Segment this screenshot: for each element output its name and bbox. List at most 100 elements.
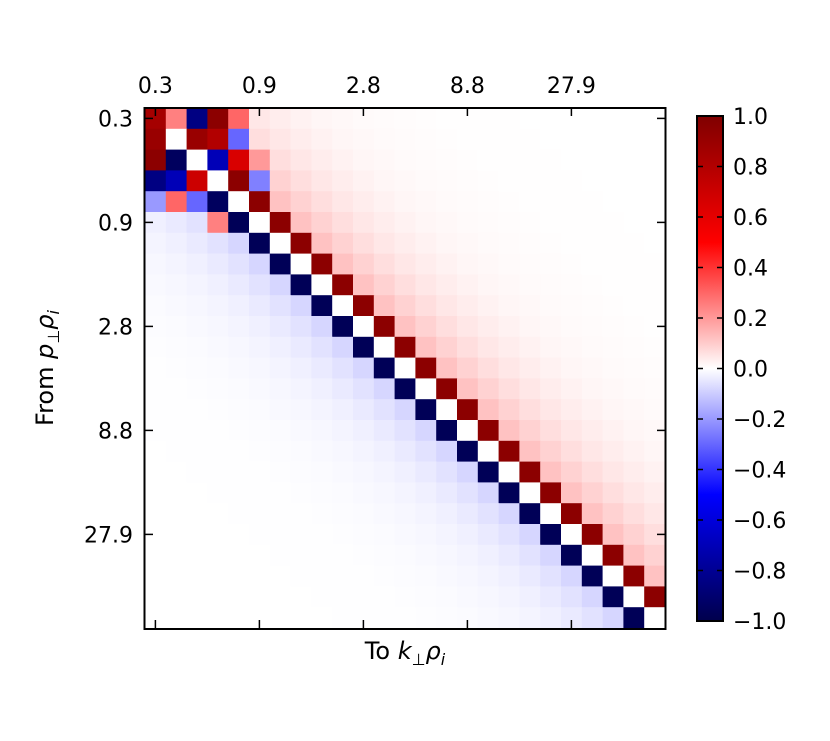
- heatmap-cell: [581, 586, 604, 608]
- heatmap-cell: [290, 232, 312, 255]
- heatmap-cell: [332, 399, 354, 421]
- heatmap-cell: [644, 108, 666, 130]
- heatmap-cell: [228, 149, 250, 171]
- heatmap-cell: [457, 524, 479, 546]
- heatmap-cell: [561, 524, 583, 546]
- heatmap-cell: [540, 253, 562, 275]
- heatmap-cell: [165, 378, 188, 400]
- heatmap-cell: [186, 232, 208, 255]
- heatmap-cell: [581, 191, 604, 213]
- heatmap-cell: [498, 274, 520, 296]
- heatmap-cell: [290, 461, 312, 483]
- heatmap-cell: [269, 170, 292, 192]
- heatmap-cell: [436, 544, 458, 567]
- heatmap-cell: [415, 316, 437, 338]
- heatmap-cell: [498, 295, 520, 317]
- heatmap-cell: [394, 295, 416, 317]
- heatmap-cell: [249, 565, 271, 587]
- heatmap-cell: [332, 607, 354, 629]
- heatmap-cell: [290, 191, 312, 213]
- heatmap-cell: [394, 607, 416, 629]
- heatmap-cell: [561, 607, 583, 629]
- heatmap-cell: [311, 440, 333, 463]
- heatmap-cell: [353, 399, 375, 421]
- heatmap-cell: [581, 503, 604, 525]
- heatmap-cell: [498, 336, 520, 359]
- heatmap-cell: [415, 274, 437, 296]
- heatmap-cell: [290, 440, 312, 463]
- heatmap-cell: [540, 420, 562, 442]
- heatmap-cell: [581, 336, 604, 359]
- heatmap-cell: [519, 399, 541, 421]
- heatmap-cell: [581, 212, 604, 234]
- heatmap-cell: [165, 420, 188, 442]
- heatmap-cell: [332, 253, 354, 275]
- heatmap-cell: [394, 128, 416, 151]
- heatmap-cell: [457, 420, 479, 442]
- heatmap-cell: [623, 586, 645, 608]
- heatmap-cell: [373, 440, 396, 463]
- heatmap-cell: [311, 108, 333, 130]
- heatmap-cell: [145, 378, 167, 400]
- heatmap-cell: [290, 544, 312, 567]
- heatmap-cell: [145, 544, 167, 567]
- heatmap-cell: [540, 170, 562, 192]
- heatmap-cell: [186, 191, 208, 213]
- heatmap-cell: [165, 544, 188, 567]
- heatmap-cell: [228, 295, 250, 317]
- heatmap-cell: [498, 149, 520, 171]
- heatmap-cell: [561, 420, 583, 442]
- heatmap-cell: [145, 565, 167, 587]
- heatmap-cell: [353, 336, 375, 359]
- heatmap-cell: [561, 191, 583, 213]
- heatmap-cell: [207, 108, 229, 130]
- colorbar: 1.0 0.8 0.6 0.4 0.2 0.0 −0.2 −0.4 −0.6 −0.8 −1.0: [696, 105, 786, 635]
- heatmap-cell: [644, 440, 666, 463]
- heatmap-cell: [228, 420, 250, 442]
- heatmap-cell: [623, 565, 645, 587]
- heatmap-cell: [145, 295, 167, 317]
- heatmap-cell: [519, 336, 541, 359]
- heatmap-cell: [373, 461, 396, 483]
- heatmap-cell: [602, 232, 624, 255]
- x-axis-label: To k⊥ρi: [364, 637, 446, 669]
- heatmap-cell: [207, 212, 229, 234]
- heatmap-cell: [477, 191, 500, 213]
- heatmap-cell: [623, 170, 645, 192]
- heatmap-cell: [498, 461, 520, 483]
- heatmap-cell: [623, 461, 645, 483]
- colorbar-tick-label: 0.0: [733, 358, 768, 383]
- heatmap-cell: [228, 108, 250, 130]
- heatmap-cell: [249, 253, 271, 275]
- heatmap-cell: [207, 565, 229, 587]
- heatmap-cell: [311, 170, 333, 192]
- heatmap-cell: [269, 482, 292, 504]
- heatmap-cell: [415, 212, 437, 234]
- heatmap-cell: [561, 357, 583, 379]
- heatmap-cell: [540, 461, 562, 483]
- heatmap-cell: [269, 440, 292, 463]
- heatmap-cell: [457, 316, 479, 338]
- heatmap-cell: [519, 524, 541, 546]
- heatmap-cell: [602, 503, 624, 525]
- heatmap-cell: [540, 440, 562, 463]
- heatmap-cell: [644, 357, 666, 379]
- heatmap-cell: [353, 461, 375, 483]
- heatmap-cell: [581, 149, 604, 171]
- heatmap-cell: [249, 503, 271, 525]
- heatmap-cell: [415, 128, 437, 151]
- heatmap-cell: [249, 482, 271, 504]
- heatmap-cell: [165, 524, 188, 546]
- heatmap-cell: [145, 420, 167, 442]
- heatmap-cell: [290, 420, 312, 442]
- heatmap-cell: [623, 274, 645, 296]
- heatmap-cell: [353, 191, 375, 213]
- heatmap-cell: [644, 253, 666, 275]
- heatmap-cell: [353, 565, 375, 587]
- heatmap-cell: [415, 420, 437, 442]
- heatmap-cell: [332, 440, 354, 463]
- heatmap-cell: [457, 544, 479, 567]
- colorbar-tick-label: −1.0: [733, 610, 786, 635]
- heatmap-cell: [561, 253, 583, 275]
- heatmap-cell: [581, 128, 604, 151]
